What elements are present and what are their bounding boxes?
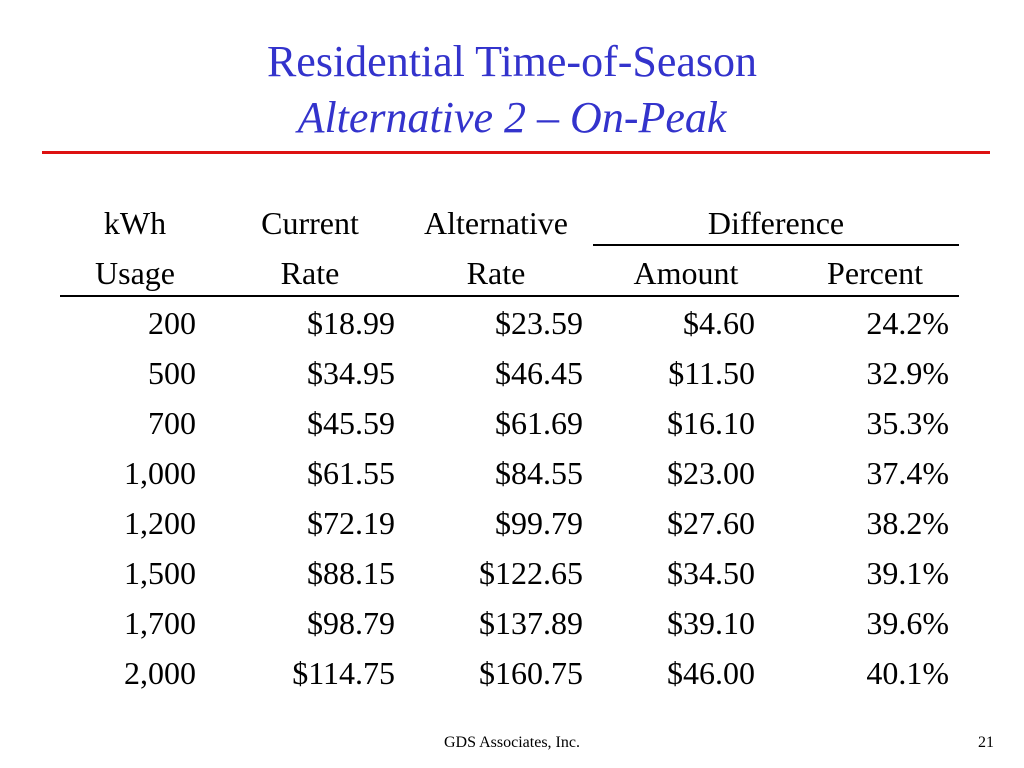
cell-usage: 2,000	[124, 655, 196, 691]
cell-percent: 39.1%	[866, 555, 949, 591]
cell-alternative-rate: $61.69	[495, 405, 583, 441]
header-alternative: Alternative	[424, 205, 568, 241]
cell-usage: 700	[148, 405, 196, 441]
cell-percent: 38.2%	[866, 505, 949, 541]
cell-current-rate: $18.99	[307, 305, 395, 341]
cell-alternative-rate: $137.89	[479, 605, 583, 641]
header-percent: Percent	[827, 255, 923, 291]
table-row: 2,000 $114.75 $160.75 $46.00 40.1%	[60, 648, 960, 698]
cell-amount: $27.60	[667, 505, 755, 541]
cell-usage: 1,000	[124, 455, 196, 491]
title-divider	[42, 151, 990, 154]
cell-usage: 1,500	[124, 555, 196, 591]
table-row: 200 $18.99 $23.59 $4.60 24.2%	[60, 298, 960, 348]
table-row: 700 $45.59 $61.69 $16.10 35.3%	[60, 398, 960, 448]
cell-amount: $39.10	[667, 605, 755, 641]
cell-percent: 32.9%	[866, 355, 949, 391]
title-main: Residential Time-of-Season	[266, 37, 758, 86]
cell-alternative-rate: $84.55	[495, 455, 583, 491]
cell-amount: $34.50	[667, 555, 755, 591]
cell-usage: 1,200	[124, 505, 196, 541]
header-underline	[60, 295, 959, 297]
title-subtitle: Alternative 2 – On-Peak	[297, 93, 727, 142]
cell-percent: 40.1%	[866, 655, 949, 691]
cell-percent: 35.3%	[866, 405, 949, 441]
cell-current-rate: $61.55	[307, 455, 395, 491]
table-row: 1,500 $88.15 $122.65 $34.50 39.1%	[60, 548, 960, 598]
table-row: 1,700 $98.79 $137.89 $39.10 39.6%	[60, 598, 960, 648]
cell-current-rate: $72.19	[307, 505, 395, 541]
cell-current-rate: $34.95	[307, 355, 395, 391]
cell-current-rate: $45.59	[307, 405, 395, 441]
header-alternative-rate: Rate	[466, 255, 526, 291]
header-current: Current	[261, 205, 359, 241]
cell-usage: 500	[148, 355, 196, 391]
footer-company: GDS Associates, Inc.	[444, 734, 580, 751]
rate-table: kWh Current Alternative Difference Usage…	[60, 198, 960, 698]
header-row-1: kWh Current Alternative Difference	[60, 198, 960, 248]
cell-amount: $4.60	[683, 305, 755, 341]
table-row: 1,000 $61.55 $84.55 $23.00 37.4%	[60, 448, 960, 498]
header-difference: Difference	[707, 205, 845, 241]
header-kwh: kWh	[103, 205, 167, 241]
cell-alternative-rate: $46.45	[495, 355, 583, 391]
cell-amount: $16.10	[667, 405, 755, 441]
slide-title: Residential Time-of-Season Alternative 2…	[0, 34, 1024, 146]
header-usage: Usage	[95, 255, 175, 291]
cell-amount: $46.00	[667, 655, 755, 691]
cell-percent: 37.4%	[866, 455, 949, 491]
header-amount: Amount	[633, 255, 739, 291]
cell-alternative-rate: $23.59	[495, 305, 583, 341]
page-number: 21	[978, 734, 994, 751]
cell-usage: 1,700	[124, 605, 196, 641]
cell-current-rate: $114.75	[292, 655, 395, 691]
cell-alternative-rate: $122.65	[479, 555, 583, 591]
cell-amount: $23.00	[667, 455, 755, 491]
table-row: 500 $34.95 $46.45 $11.50 32.9%	[60, 348, 960, 398]
difference-underline	[593, 244, 959, 246]
cell-percent: 24.2%	[866, 305, 949, 341]
table-row: 1,200 $72.19 $99.79 $27.60 38.2%	[60, 498, 960, 548]
cell-usage: 200	[148, 305, 196, 341]
header-current-rate: Rate	[280, 255, 340, 291]
cell-alternative-rate: $160.75	[479, 655, 583, 691]
cell-percent: 39.6%	[866, 605, 949, 641]
header-row-2: Usage Rate Rate Amount Percent	[60, 248, 960, 298]
cell-alternative-rate: $99.79	[495, 505, 583, 541]
cell-current-rate: $88.15	[307, 555, 395, 591]
cell-current-rate: $98.79	[307, 605, 395, 641]
cell-amount: $11.50	[668, 355, 755, 391]
